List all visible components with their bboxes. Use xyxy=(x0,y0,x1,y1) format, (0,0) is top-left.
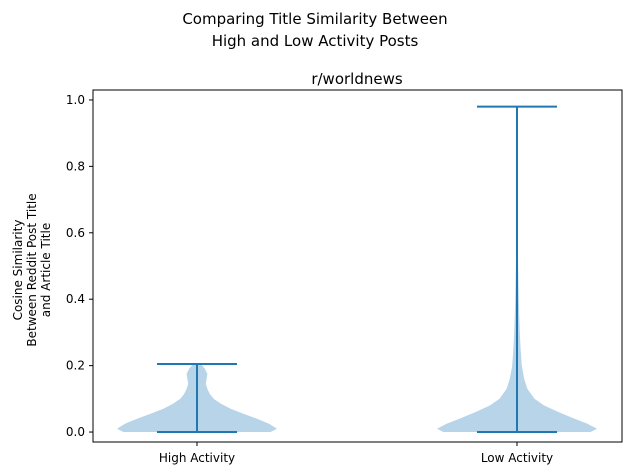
suptitle-line-2: High and Low Activity Posts xyxy=(212,32,419,50)
y-axis-label-line-3: and Article Title xyxy=(39,223,53,317)
y-tick-label: 0.2 xyxy=(66,359,85,373)
violin-high-activity xyxy=(117,362,277,434)
plot-title: r/worldnews xyxy=(311,70,403,88)
y-tick-label: 0.0 xyxy=(66,425,85,439)
y-ticks: 0.0 0.2 0.4 0.6 0.8 1.0 xyxy=(66,93,93,439)
violin-layer xyxy=(117,105,597,434)
y-axis-label: Cosine Similarity Between Reddit Post Ti… xyxy=(11,193,53,346)
x-tick-label: Low Activity xyxy=(481,451,553,465)
violin-low-activity xyxy=(437,105,597,434)
y-tick-label: 0.6 xyxy=(66,226,85,240)
y-axis-label-line-1: Cosine Similarity xyxy=(11,220,25,321)
x-ticks: High Activity Low Activity xyxy=(159,442,553,465)
axes-frame xyxy=(92,89,623,443)
y-axis-label-line-2: Between Reddit Post Title xyxy=(25,193,39,346)
suptitle-line-1: Comparing Title Similarity Between xyxy=(182,10,447,28)
y-tick-label: 1.0 xyxy=(66,93,85,107)
x-tick-label: High Activity xyxy=(159,451,235,465)
y-tick-label: 0.8 xyxy=(66,159,85,173)
y-tick-label: 0.4 xyxy=(66,292,85,306)
